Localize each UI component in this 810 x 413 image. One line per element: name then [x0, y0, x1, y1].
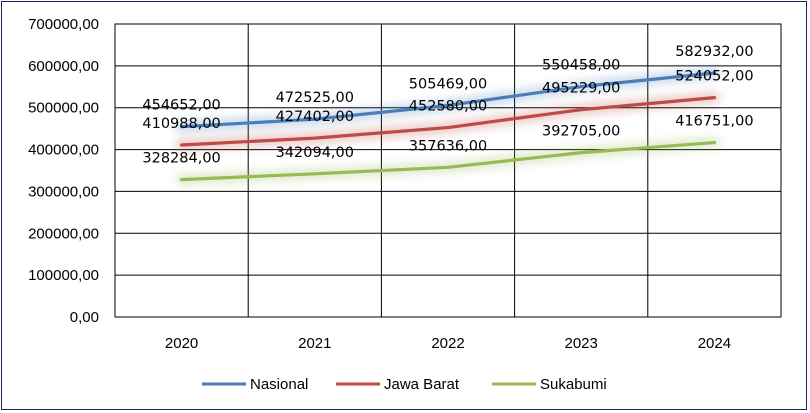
x-tick-label: 2023: [565, 335, 598, 352]
data-point: [579, 85, 583, 89]
data-label: 495229,00: [542, 81, 620, 97]
legend-label: Sukabumi: [540, 376, 607, 393]
y-tick-label: 300000,00: [28, 183, 99, 200]
y-tick-label: 200000,00: [28, 225, 99, 242]
data-label: 582932,00: [675, 44, 753, 60]
y-tick-label: 600000,00: [28, 58, 99, 75]
data-point: [180, 143, 184, 147]
data-point: [446, 165, 450, 169]
legend: Nasional Jawa Barat Sukabumi: [202, 376, 607, 393]
data-label: 357636,00: [409, 138, 487, 154]
data-label: 410988,00: [142, 116, 220, 132]
legend-label: Nasional: [250, 376, 308, 393]
data-point: [446, 126, 450, 130]
data-label: 416751,00: [675, 114, 753, 130]
data-label: 505469,00: [409, 76, 487, 92]
y-tick-label: 400000,00: [28, 142, 99, 159]
x-tick-label: 2020: [165, 335, 198, 352]
x-tick-label: 2021: [298, 335, 331, 352]
data-label: 452580,00: [409, 99, 487, 115]
data-label: 550458,00: [542, 58, 620, 74]
data-point: [712, 96, 716, 100]
data-label: 524052,00: [675, 69, 753, 85]
data-label: 392705,00: [542, 124, 620, 140]
y-tick-label: 700000,00: [28, 16, 99, 33]
data-point: [180, 178, 184, 182]
y-axis-ticks: 0,00 100000,00 200000,00 300000,00 400000,00…: [28, 16, 99, 326]
data-point: [712, 71, 716, 75]
y-tick-label: 0,00: [70, 309, 99, 326]
y-tick-label: 500000,00: [28, 100, 99, 117]
x-tick-label: 2022: [431, 335, 464, 352]
x-tick-label: 2024: [698, 335, 731, 352]
data-point: [579, 151, 583, 155]
data-label: 342094,00: [276, 145, 354, 161]
data-point: [180, 125, 184, 129]
data-point: [446, 103, 450, 107]
data-label: 454652,00: [142, 98, 220, 114]
y-tick-label: 100000,00: [28, 267, 99, 284]
x-axis-ticks: 2020 2021 2022 2023 2024: [165, 335, 731, 352]
data-label: 328284,00: [142, 151, 220, 167]
data-point: [313, 117, 317, 121]
data-point: [712, 141, 716, 145]
data-point: [313, 136, 317, 140]
data-point: [313, 172, 317, 176]
data-labels: 454652,00 472525,00 505469,00 550458,00 5829…: [142, 44, 753, 167]
series-lines: [175, 66, 721, 187]
data-point: [579, 108, 583, 112]
data-label: 427402,00: [276, 109, 354, 125]
legend-label: Jawa Barat: [384, 376, 460, 393]
data-label: 472525,00: [276, 90, 354, 106]
